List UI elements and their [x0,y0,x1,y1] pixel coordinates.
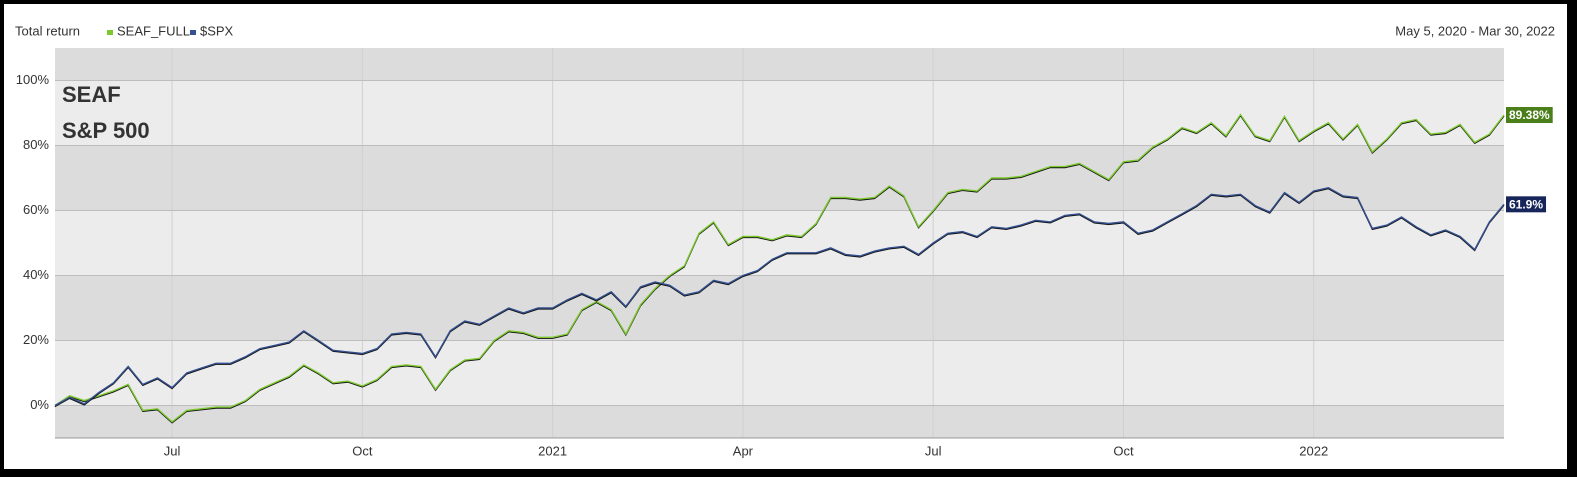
series-line [54,186,1505,407]
plot-band [55,405,1504,438]
y-tick-label: 0% [30,397,49,412]
value-label-box [1506,107,1553,124]
x-tick-label: Apr [733,443,754,458]
x-tick-label: Jul [164,443,181,458]
value-label-box [1506,196,1547,213]
y-tick-label: 40% [23,267,49,282]
series-line [54,113,1505,423]
x-tick-label: Jul [925,443,942,458]
x-tick-label: 2021 [538,443,567,458]
y-tick-label: 100% [16,72,50,87]
plot-bands [55,48,1504,438]
x-tick-label: Oct [1113,443,1134,458]
series-line-shadow [54,188,1505,408]
y-tick-label: 80% [23,137,49,152]
plot-band [55,80,1504,146]
value-label: 61.9% [1509,197,1543,211]
annotation: S&P 500 [62,118,150,143]
x-tick-label: Oct [352,443,373,458]
plot-band [55,48,1504,81]
value-label: 89.38% [1509,108,1550,122]
date-range: May 5, 2020 - Mar 30, 2022 [1395,23,1555,38]
legend-label: $SPX [200,23,234,38]
plot-band [55,145,1504,211]
plot-band [55,340,1504,406]
legend-swatch [189,30,196,35]
plot-band [55,210,1504,276]
legend-swatch [107,30,113,35]
legend-label: SEAF_FULL [117,23,190,38]
x-tick-label: 2022 [1299,443,1328,458]
plot-band [55,275,1504,341]
chart-title: Total return [15,23,80,38]
annotation: SEAF [62,82,121,107]
y-tick-label: 20% [23,332,49,347]
series-line-shadow [54,114,1505,424]
y-tick-label: 60% [23,202,49,217]
